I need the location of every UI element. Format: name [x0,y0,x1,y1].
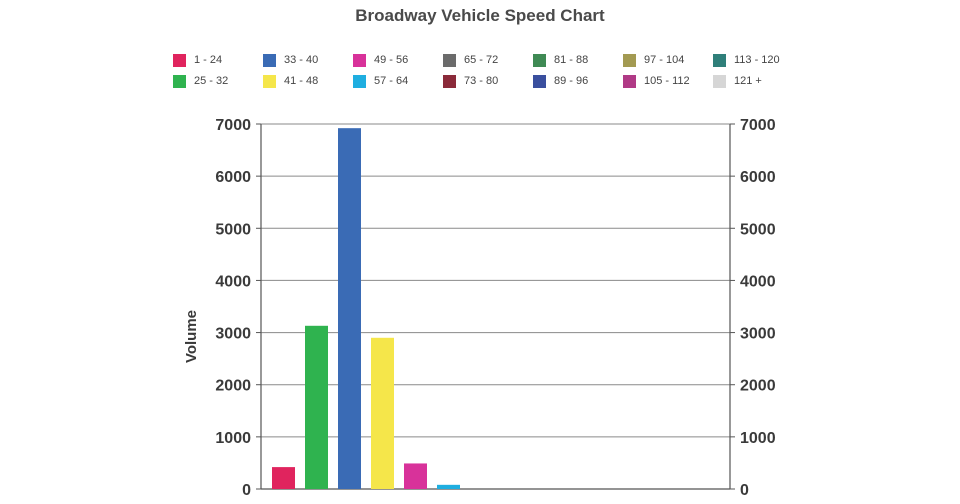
legend-label: 41 - 48 [284,75,319,87]
legend-item: 65 - 72 [443,53,498,67]
y-tick-label: 4000 [215,273,251,290]
y-tick-label: 6000 [215,169,251,186]
legend-item: 81 - 88 [533,53,588,67]
legend-item: 33 - 40 [263,53,318,67]
legend-item: 113 - 120 [713,53,780,67]
bar [404,463,427,489]
legend-label: 89 - 96 [554,75,589,87]
bar [305,325,328,489]
legend-swatch [713,53,726,67]
legend-label: 113 - 120 [734,54,780,66]
y2-tick-label: 6000 [740,169,776,186]
legend-item: 25 - 32 [173,74,228,88]
legend-swatch [263,74,276,88]
chart-title: Broadway Vehicle Speed Chart [355,6,605,25]
y2-tick-label: 0 [740,482,749,499]
y2-tick-label: 1000 [740,430,776,447]
legend-item: 89 - 96 [533,74,588,88]
legend-item: 97 - 104 [623,53,684,67]
legend-swatch [443,53,456,67]
y2-tick-label: 4000 [740,273,776,290]
legend-label: 121 + [734,75,762,87]
legend-item: 57 - 64 [353,74,408,88]
legend-swatch [173,74,186,88]
y2-tick-label: 5000 [740,221,776,238]
legend-label: 65 - 72 [464,54,499,66]
legend-swatch [533,74,546,88]
legend-swatch [533,53,546,67]
legend-label: 57 - 64 [374,75,409,87]
y-tick-label: 2000 [215,378,251,395]
legend-swatch [173,53,186,67]
legend-swatch [623,53,636,67]
legend-item: 41 - 48 [263,74,318,88]
legend-label: 81 - 88 [554,54,589,66]
y-tick-label: 0 [242,482,251,499]
legend-label: 73 - 80 [464,75,499,87]
bar [272,467,295,489]
y-tick-label: 3000 [215,326,251,343]
legend-swatch [263,53,276,67]
bar [371,337,394,489]
legend-swatch [623,74,636,88]
legend-item: 49 - 56 [353,53,408,67]
legend-swatch [353,53,366,67]
y-tick-label: 7000 [215,117,251,134]
y-tick-label: 5000 [215,221,251,238]
y2-tick-label: 7000 [740,117,776,134]
legend-label: 49 - 56 [374,54,409,66]
bar [437,484,460,489]
y2-tick-label: 3000 [740,326,776,343]
legend-swatch [443,74,456,88]
legend-label: 33 - 40 [284,54,319,66]
bar [338,128,361,489]
y-tick-label: 1000 [215,430,251,447]
legend-swatch [353,74,366,88]
legend-item: 121 + [713,74,762,88]
y-axis-label: Volume [183,310,200,363]
y2-tick-label: 2000 [740,378,776,395]
legend-item: 1 - 24 [173,53,222,67]
legend-item: 73 - 80 [443,74,498,88]
legend-label: 105 - 112 [644,75,690,87]
legend-label: 25 - 32 [194,75,229,87]
legend-swatch [713,74,726,88]
legend-label: 97 - 104 [644,54,685,66]
legend-item: 105 - 112 [623,74,690,88]
legend-label: 1 - 24 [194,54,223,66]
